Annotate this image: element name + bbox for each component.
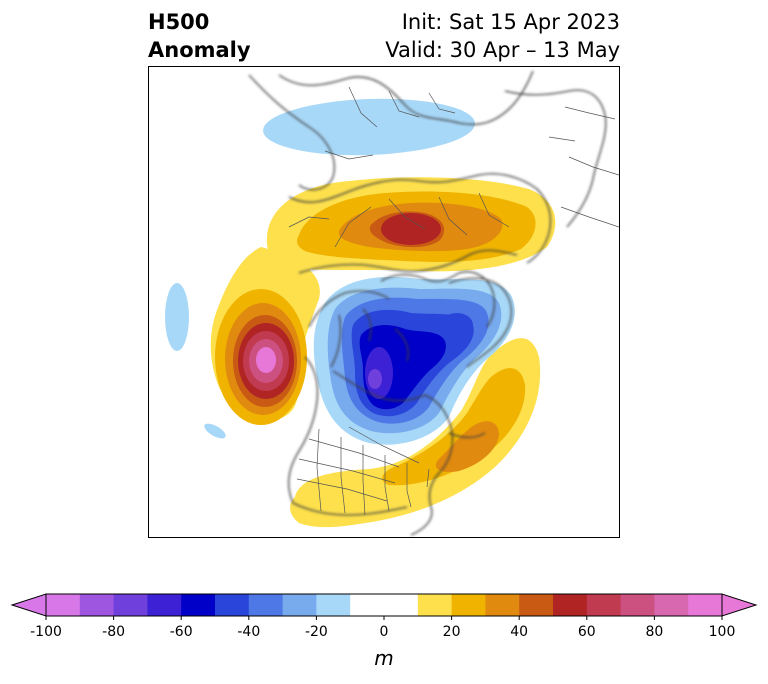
colorbar-segment [485, 594, 520, 616]
title-type: Anomaly [148, 38, 251, 62]
colorbar-segment [282, 594, 317, 616]
colorbar-under-arrow [10, 593, 47, 617]
colorbar-over-arrow [721, 593, 758, 617]
colorbar-segment [586, 594, 622, 616]
colorbar-segment [654, 594, 689, 616]
init-date: Init: Sat 15 Apr 2023 [401, 10, 620, 34]
colorbar-svg [10, 593, 758, 620]
colorbar-segment [350, 594, 385, 616]
colorbar-segment [417, 594, 453, 616]
map-canvas [165, 70, 619, 536]
colorbar-segment [316, 594, 351, 616]
colorbar-segment [215, 594, 250, 616]
map-dates: Init: Sat 15 Apr 2023 Valid: 30 Apr – 13… [385, 8, 620, 64]
colorbar-segment [46, 594, 81, 616]
negative-anomaly-pacific [165, 283, 226, 439]
coastlines [248, 70, 607, 536]
colorbar-tick-label: 20 [442, 624, 461, 640]
colorbar-tick-label: -20 [304, 624, 328, 640]
positive-anomaly-siberia-arctic [266, 177, 556, 272]
colorbar-segment [451, 594, 486, 616]
colorbar-tick-label: 100 [708, 624, 736, 640]
colorbar-tick-label: 0 [379, 624, 389, 640]
colorbar-tick-label: 60 [577, 624, 596, 640]
colorbar-tick-label: -80 [102, 624, 126, 640]
colorbar-tick-label: -100 [30, 624, 62, 640]
colorbar-tick-label: -40 [237, 624, 261, 640]
colorbar-tick-label: 40 [510, 624, 529, 640]
positive-anomaly-north-pacific-ridge [210, 247, 320, 425]
colorbar-segment [79, 594, 115, 616]
colorbar-segment [248, 594, 284, 616]
colorbar-segment [181, 594, 216, 616]
negative-anomaly-europe [263, 98, 475, 156]
title-variable: H500 [148, 10, 210, 34]
colorbar-segment [688, 594, 723, 616]
colorbar-tick-label: 80 [645, 624, 664, 640]
colorbar-segment [519, 594, 554, 616]
colorbar-segment [384, 594, 419, 616]
colorbar-unit: m [374, 646, 394, 670]
political-boundaries [288, 86, 619, 516]
colorbar-segment [553, 594, 588, 616]
colorbar-segment [113, 594, 148, 616]
colorbar-segment [147, 594, 182, 616]
colorbar-tick-label: -60 [169, 624, 193, 640]
anomaly-map [148, 66, 620, 538]
valid-range: Valid: 30 Apr – 13 May [385, 38, 620, 62]
colorbar-segment [620, 594, 655, 616]
map-title: H500 Anomaly [148, 8, 251, 64]
